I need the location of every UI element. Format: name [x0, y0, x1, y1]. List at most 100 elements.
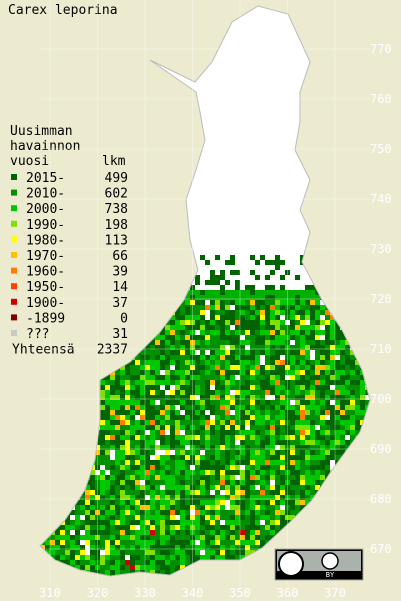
- grid-cell: [90, 510, 95, 515]
- grid-cell: [285, 460, 290, 465]
- grid-cell: [200, 485, 205, 490]
- grid-cell: [200, 450, 205, 455]
- grid-cell: [325, 375, 330, 380]
- grid-cell: [220, 455, 225, 460]
- grid-cell: [130, 425, 135, 430]
- grid-cell: [235, 345, 240, 350]
- grid-cell: [210, 485, 215, 490]
- grid-cell: [250, 450, 255, 455]
- grid-cell: [215, 480, 220, 485]
- grid-cell: [245, 405, 250, 410]
- grid-cell: [200, 365, 205, 370]
- grid-cell: [145, 500, 150, 505]
- grid-cell: [145, 380, 150, 385]
- grid-cell: [240, 355, 245, 360]
- grid-cell: [220, 525, 225, 530]
- grid-cell: [205, 555, 210, 560]
- axes: 310 320 330 340 350 360 3706706806907007107207…: [39, 0, 392, 600]
- grid-cell: [245, 460, 250, 465]
- grid-cell: [135, 415, 140, 420]
- grid-cell: [220, 450, 225, 455]
- grid-cell: [250, 495, 255, 500]
- grid-cell: [130, 500, 135, 505]
- grid-cell: [190, 360, 195, 365]
- grid-cell: [305, 475, 310, 480]
- legend-swatch: [11, 220, 17, 227]
- grid-cell: [140, 485, 145, 490]
- grid-cell: [215, 410, 220, 415]
- grid-cell: [170, 350, 175, 355]
- grid-cell: [275, 370, 280, 375]
- grid-cell: [135, 565, 140, 570]
- grid-cell: [140, 430, 145, 435]
- grid-cell: [235, 465, 240, 470]
- grid-cell: [105, 550, 110, 555]
- grid-cell: [125, 365, 130, 370]
- grid-cell: [180, 430, 185, 435]
- grid-cell: [125, 375, 130, 380]
- grid-cell: [345, 340, 350, 345]
- grid-cell: [330, 430, 335, 435]
- grid-cell: [320, 400, 325, 405]
- grid-cell: [260, 385, 265, 390]
- grid-cell: [290, 355, 295, 360]
- grid-cell: [115, 540, 120, 545]
- grid-cell: [200, 300, 205, 305]
- grid-cell: [220, 415, 225, 420]
- grid-cell: [220, 320, 225, 325]
- grid-cell: [315, 385, 320, 390]
- grid-cell: [55, 540, 60, 545]
- grid-cell: [160, 400, 165, 405]
- grid-cell: [145, 355, 150, 360]
- grid-cell: [135, 360, 140, 365]
- grid-cell: [165, 400, 170, 405]
- grid-cell: [185, 535, 190, 540]
- grid-cell: [155, 460, 160, 465]
- grid-cell: [260, 370, 265, 375]
- grid-cell: [200, 385, 205, 390]
- grid-cell: [285, 515, 290, 520]
- grid-cell: [265, 345, 270, 350]
- grid-cell: [165, 510, 170, 515]
- grid-cell: [220, 530, 225, 535]
- x-tick-label: 320: [87, 586, 109, 600]
- grid-cell: [145, 400, 150, 405]
- grid-cell: [185, 495, 190, 500]
- grid-cell: [155, 390, 160, 395]
- grid-cell: [250, 515, 255, 520]
- grid-cell: [185, 550, 190, 555]
- grid-cell: [155, 540, 160, 545]
- grid-cell: [140, 495, 145, 500]
- legend-count: 66: [112, 249, 128, 264]
- grid-cell: [250, 435, 255, 440]
- grid-cell: [155, 435, 160, 440]
- grid-cell: [55, 555, 60, 560]
- grid-cell: [250, 455, 255, 460]
- grid-cell: [200, 525, 205, 530]
- grid-cell: [355, 370, 360, 375]
- grid-cell: [200, 315, 205, 320]
- grid-cell: [85, 540, 90, 545]
- grid-cell: [210, 395, 215, 400]
- grid-cell: [95, 465, 100, 470]
- grid-cell: [115, 430, 120, 435]
- grid-cell: [200, 405, 205, 410]
- grid-cell: [255, 545, 260, 550]
- grid-cell: [195, 340, 200, 345]
- grid-cell: [155, 570, 160, 575]
- grid-cell: [280, 375, 285, 380]
- grid-cell: [345, 345, 350, 350]
- grid-cell: [245, 370, 250, 375]
- grid-cell: [360, 405, 365, 410]
- grid-cell: [240, 425, 245, 430]
- grid-cell: [225, 555, 230, 560]
- grid-cell: [340, 370, 345, 375]
- grid-cell: [135, 410, 140, 415]
- grid-cell: [75, 545, 80, 550]
- grid-cell: [285, 490, 290, 495]
- grid-cell: [285, 475, 290, 480]
- grid-cell: [155, 380, 160, 385]
- grid-cell: [235, 495, 240, 500]
- grid-cell: [125, 500, 130, 505]
- grid-cell: [295, 385, 300, 390]
